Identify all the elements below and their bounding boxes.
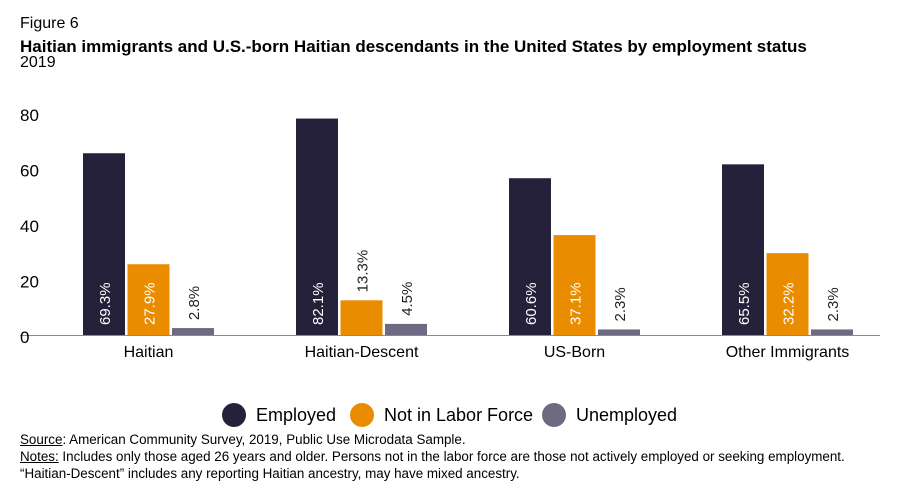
bar-chart: 0 20 40 60 80 69.3% 27.9% 2.8% Haitian 82.1% 13.3%…: [20, 106, 880, 361]
bar-employed: [509, 178, 551, 335]
legend-item: Unemployed: [542, 402, 677, 428]
notes-text: Includes only those aged 26 years and ol…: [20, 449, 845, 481]
bar-not-in-labor-force: [766, 253, 809, 335]
x-tick-label: Haitian: [124, 344, 174, 361]
y-tick-label: 0: [20, 328, 29, 347]
legend-item: Not in Labor Force: [350, 402, 533, 428]
bar-unemployed: [598, 329, 640, 335]
y-tick-label: 20: [20, 273, 39, 292]
y-tick-label: 60: [20, 162, 39, 181]
bar-employed: [296, 118, 338, 335]
data-label: 69.3%: [97, 282, 114, 325]
legend-swatch: [222, 403, 246, 427]
data-label: 27.9%: [142, 282, 159, 325]
data-label: 2.3%: [612, 287, 629, 321]
bar-unemployed: [385, 323, 427, 335]
bar-not-in-labor-force: [127, 264, 170, 335]
chart-notes: Source: American Community Survey, 2019,…: [20, 431, 880, 482]
source-line: Source: American Community Survey, 2019,…: [20, 431, 880, 448]
data-label: 32.2%: [781, 282, 798, 325]
chart-title: Haitian immigrants and U.S.-born Haitian…: [20, 37, 807, 56]
data-label: 37.1%: [568, 282, 585, 325]
notes-line: Notes: Includes only those aged 26 years…: [20, 448, 880, 482]
legend-label: Employed: [256, 404, 337, 425]
data-label: 2.8%: [186, 286, 203, 320]
chart-legend: Employed Not in Labor Force Unemployed: [0, 402, 908, 428]
legend-swatch: [542, 403, 566, 427]
legend-item: Employed: [222, 402, 336, 428]
data-label: 13.3%: [355, 250, 372, 293]
y-tick-label: 40: [20, 217, 39, 236]
data-label: 60.6%: [523, 282, 540, 325]
data-label: 4.5%: [399, 282, 416, 316]
bar-unemployed: [811, 329, 853, 335]
bar-employed: [722, 164, 764, 335]
data-label: 82.1%: [310, 282, 327, 325]
legend-label: Unemployed: [576, 404, 678, 425]
x-tick-label: Other Immigrants: [726, 344, 850, 361]
bar-employed: [83, 153, 125, 335]
data-label: 2.3%: [825, 287, 842, 321]
bar-not-in-labor-force: [553, 235, 596, 335]
bar-unemployed: [172, 328, 214, 335]
data-label: 65.5%: [736, 282, 753, 325]
chart-subtitle: 2019: [20, 54, 56, 71]
legend-swatch: [350, 403, 374, 427]
source-label: Source: [20, 432, 63, 447]
bar-not-in-labor-force: [340, 300, 383, 335]
figure-label: Figure 6: [20, 15, 79, 32]
x-tick-label: US-Born: [544, 344, 605, 361]
notes-label: Notes:: [20, 449, 59, 464]
legend-label: Not in Labor Force: [384, 404, 534, 425]
x-tick-label: Haitian-Descent: [305, 344, 419, 361]
source-text: : American Community Survey, 2019, Publi…: [62, 432, 466, 447]
y-tick-label: 80: [20, 106, 39, 125]
